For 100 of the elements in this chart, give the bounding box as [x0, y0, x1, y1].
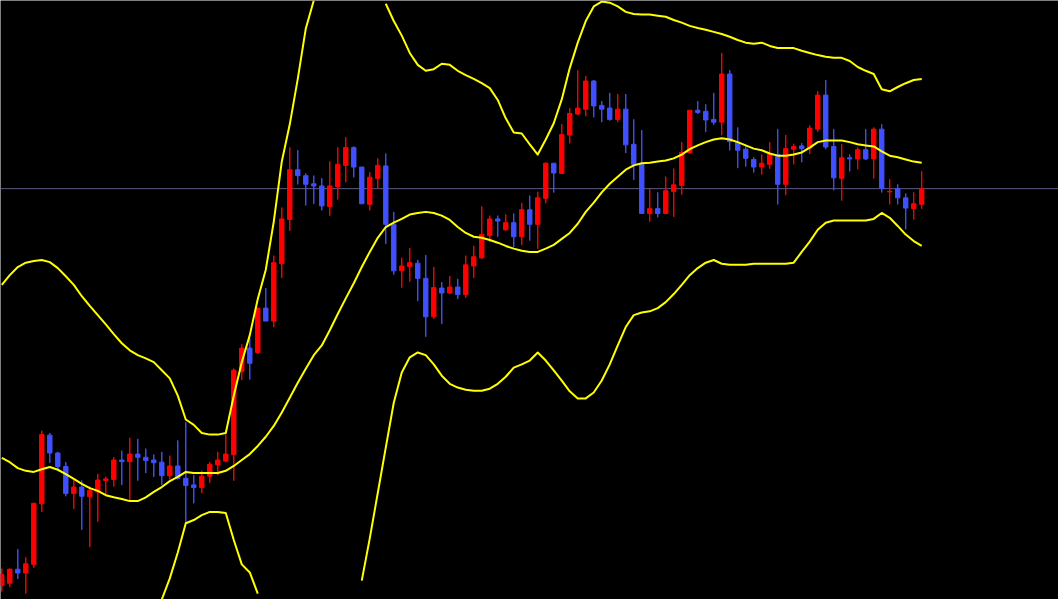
candlestick [39, 430, 45, 513]
candlestick [351, 145, 357, 178]
candlestick [487, 215, 493, 243]
candlestick [159, 451, 165, 486]
candlestick [535, 191, 541, 250]
candlestick [895, 183, 901, 205]
candlestick [655, 191, 661, 218]
candlestick [871, 127, 877, 179]
candlestick [319, 177, 325, 211]
candlestick [31, 502, 37, 569]
candlestick [455, 278, 461, 300]
candlestick [127, 437, 133, 501]
candlestick [807, 124, 813, 155]
candlestick [679, 141, 685, 196]
candlestick [383, 152, 389, 245]
candlestick [711, 92, 717, 126]
candlestick [759, 154, 765, 176]
candlestick [143, 448, 149, 474]
candlestick [695, 100, 701, 115]
candlestick [255, 307, 261, 355]
candlestick [47, 432, 53, 464]
candlestick [863, 128, 869, 161]
candlestick [855, 147, 861, 170]
candlestick [471, 245, 477, 279]
candlestick [559, 123, 565, 174]
candlestick [247, 337, 253, 380]
candlestick [671, 168, 677, 218]
candlestick [271, 255, 277, 328]
candlestick [607, 92, 613, 122]
candlestick [879, 123, 885, 193]
candlestick [791, 143, 797, 165]
candlestick [87, 486, 93, 548]
candlestick [367, 171, 373, 211]
candlestick [495, 215, 501, 238]
candlestick [551, 162, 557, 193]
candlestick [359, 166, 365, 205]
candlestick [95, 473, 101, 523]
candlestick [511, 213, 517, 248]
candlestick [815, 90, 821, 133]
candlestick [567, 107, 573, 144]
candlestick [287, 147, 293, 232]
candlestick [311, 175, 317, 205]
candlestick [583, 75, 589, 117]
candlestick [439, 281, 445, 325]
candlestick [151, 454, 157, 478]
candlestick [295, 149, 301, 185]
candlestick [839, 143, 845, 202]
candlestick [79, 480, 85, 531]
candlestick [263, 287, 269, 322]
candlestick [183, 421, 189, 524]
candlestick [223, 434, 229, 463]
candlestick [0, 568, 5, 592]
candlestick [775, 128, 781, 205]
candlestick [647, 188, 653, 223]
candlestick [615, 93, 621, 123]
candlestick [431, 266, 437, 320]
candlestick [303, 173, 309, 206]
candlestick [7, 568, 13, 588]
candlestick [199, 470, 205, 494]
candlestick [119, 450, 125, 486]
candlestick [215, 451, 221, 476]
candlestick [343, 136, 349, 183]
candlestick [103, 476, 109, 496]
candlestick [375, 157, 381, 190]
candlestick [639, 129, 645, 214]
candlestick [415, 259, 421, 302]
candlestick [911, 191, 917, 220]
candlestick [663, 176, 669, 214]
candlestick [191, 474, 197, 504]
candlestick [687, 109, 693, 154]
candlestick [823, 79, 829, 150]
candlestick [847, 154, 853, 172]
candlestick [543, 162, 549, 204]
candlestick [903, 193, 909, 230]
candlestick [527, 195, 533, 242]
candlestick [71, 478, 77, 510]
candlestick [55, 451, 61, 471]
candlestick [447, 275, 453, 295]
candlestick [335, 147, 341, 200]
candlestick [599, 100, 605, 123]
candlestick [919, 170, 925, 210]
candlestick [767, 141, 773, 170]
candlestick [463, 255, 469, 299]
candlestick [831, 128, 837, 191]
candlestick [727, 69, 733, 151]
candlestick [703, 103, 709, 133]
candlestick [479, 205, 485, 260]
candlestick [503, 214, 509, 232]
candlestick [135, 438, 141, 482]
candlestick [887, 178, 893, 205]
candlestick [631, 118, 637, 181]
candlestick [743, 144, 749, 167]
candlestick [111, 456, 117, 488]
candlestick [23, 556, 29, 595]
candlestick [623, 93, 629, 154]
candlestick [327, 161, 333, 217]
candlestick [591, 79, 597, 118]
candlestick [279, 207, 285, 279]
candlestick [63, 461, 69, 497]
candlestick [407, 247, 413, 283]
